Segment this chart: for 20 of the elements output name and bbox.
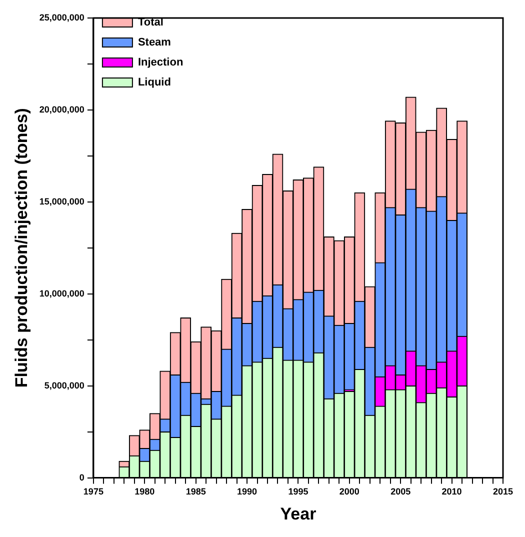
y-tick-label: 25,000,000: [39, 12, 84, 22]
y-tick-label: 10,000,000: [39, 288, 84, 298]
x-tick-label: 2000: [339, 486, 360, 497]
x-tick-label: 1975: [83, 486, 104, 497]
y-tick-label: 0: [79, 472, 84, 482]
x-tick-label: 2005: [390, 486, 411, 497]
x-tick-label: 1985: [186, 486, 206, 497]
x-tick-label: 2015: [492, 486, 514, 497]
x-tick-label: 1980: [134, 486, 155, 497]
legend-label: Steam: [138, 36, 172, 49]
y-tick-label: 20,000,000: [39, 104, 84, 114]
y-tick-label: 15,000,000: [39, 196, 84, 206]
x-tick-label: 2010: [442, 486, 462, 497]
y-axis-title: Fluids production/injection (tones): [12, 108, 31, 388]
legend-label: Liquid: [138, 76, 171, 89]
y-tick-label: 5,000,000: [44, 380, 84, 390]
x-tick-label: 1995: [288, 486, 308, 497]
x-tick-label: 1990: [237, 486, 258, 497]
x-axis-title: Year: [280, 504, 317, 524]
legend-label: Injection: [138, 56, 184, 69]
